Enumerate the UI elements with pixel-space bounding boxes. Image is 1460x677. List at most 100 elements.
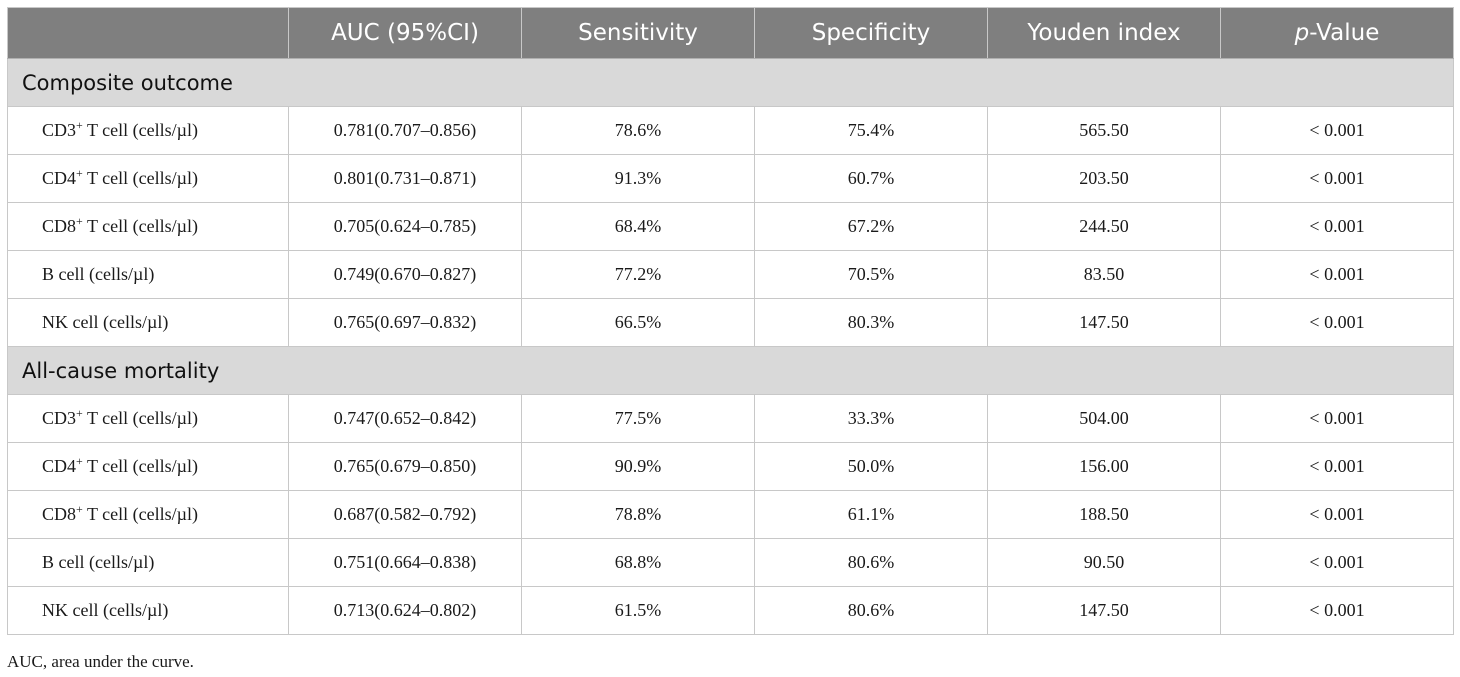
row-label-main: CD8 — [42, 216, 77, 236]
header-label-column — [7, 7, 289, 59]
cell-p-value: < 0.001 — [1220, 106, 1454, 155]
cell-p-value: < 0.001 — [1220, 394, 1454, 443]
row-label: B cell (cells/µl) — [7, 538, 289, 587]
table-row: B cell (cells/µl) 0.749(0.670–0.827) 77.2%… — [7, 250, 1454, 299]
row-label-main: CD4 — [42, 168, 77, 188]
cell-youden-index: 147.50 — [987, 298, 1221, 347]
row-label: CD8+ T cell (cells/µl) — [7, 490, 289, 539]
cell-sensitivity: 90.9% — [521, 442, 755, 491]
cell-youden-index: 203.50 — [987, 154, 1221, 203]
header-p-italic: p — [1294, 20, 1310, 46]
cell-p-value: < 0.001 — [1220, 586, 1454, 635]
cell-auc: 0.765(0.697–0.832) — [288, 298, 522, 347]
table-row: CD8+ T cell (cells/µl) 0.687(0.582–0.792)… — [7, 490, 1454, 539]
cell-p-value: < 0.001 — [1220, 442, 1454, 491]
cell-auc: 0.747(0.652–0.842) — [288, 394, 522, 443]
row-label-main: B cell (cells/µl) — [42, 552, 155, 572]
table-row: NK cell (cells/µl) 0.713(0.624–0.802) 61.5… — [7, 586, 1454, 635]
row-label-suffix: T cell (cells/µl) — [82, 456, 198, 476]
row-label-main: CD3 — [42, 120, 77, 140]
table-body: Composite outcome CD3+ T cell (cells/µl) 0… — [7, 58, 1454, 635]
table-row: B cell (cells/µl) 0.751(0.664–0.838) 68.8%… — [7, 538, 1454, 587]
cell-sensitivity: 68.4% — [521, 202, 755, 251]
cell-sensitivity: 78.8% — [521, 490, 755, 539]
cell-specificity: 33.3% — [754, 394, 988, 443]
row-label-superscript: + — [76, 406, 83, 420]
section-row: All-cause mortality — [7, 346, 1454, 395]
cell-p-value: < 0.001 — [1220, 202, 1454, 251]
cell-youden-index: 156.00 — [987, 442, 1221, 491]
cell-sensitivity: 91.3% — [521, 154, 755, 203]
cell-p-value: < 0.001 — [1220, 154, 1454, 203]
cell-youden-index: 565.50 — [987, 106, 1221, 155]
cell-p-value: < 0.001 — [1220, 250, 1454, 299]
cell-specificity: 67.2% — [754, 202, 988, 251]
cell-p-value: < 0.001 — [1220, 490, 1454, 539]
table-row: CD3+ T cell (cells/µl) 0.747(0.652–0.842)… — [7, 394, 1454, 443]
cell-auc: 0.751(0.664–0.838) — [288, 538, 522, 587]
results-table: AUC (95%CI) Sensitivity Specificity Youd… — [7, 7, 1454, 635]
table-row: CD8+ T cell (cells/µl) 0.705(0.624–0.785)… — [7, 202, 1454, 251]
header-specificity: Specificity — [754, 7, 988, 59]
row-label-suffix: T cell (cells/µl) — [82, 168, 198, 188]
cell-p-value: < 0.001 — [1220, 538, 1454, 587]
cell-auc: 0.801(0.731–0.871) — [288, 154, 522, 203]
cell-auc: 0.765(0.679–0.850) — [288, 442, 522, 491]
header-auc: AUC (95%CI) — [288, 7, 522, 59]
header-youden-index: Youden index — [987, 7, 1221, 59]
row-label: NK cell (cells/µl) — [7, 586, 289, 635]
table-row: NK cell (cells/µl) 0.765(0.697–0.832) 66.5… — [7, 298, 1454, 347]
cell-specificity: 70.5% — [754, 250, 988, 299]
cell-specificity: 75.4% — [754, 106, 988, 155]
row-label-superscript: + — [76, 214, 83, 228]
row-label: CD3+ T cell (cells/µl) — [7, 106, 289, 155]
cell-youden-index: 83.50 — [987, 250, 1221, 299]
cell-sensitivity: 68.8% — [521, 538, 755, 587]
table-row: CD4+ T cell (cells/µl) 0.765(0.679–0.850)… — [7, 442, 1454, 491]
table-footnote: AUC, area under the curve. — [7, 652, 194, 671]
row-label-main: B cell (cells/µl) — [42, 264, 155, 284]
cell-youden-index: 244.50 — [987, 202, 1221, 251]
cell-auc: 0.781(0.707–0.856) — [288, 106, 522, 155]
cell-sensitivity: 66.5% — [521, 298, 755, 347]
cell-specificity: 80.6% — [754, 538, 988, 587]
header-p-suffix: -Value — [1309, 20, 1380, 46]
cell-specificity: 60.7% — [754, 154, 988, 203]
cell-youden-index: 147.50 — [987, 586, 1221, 635]
table-row: CD4+ T cell (cells/µl) 0.801(0.731–0.871)… — [7, 154, 1454, 203]
section-title: All-cause mortality — [7, 346, 1454, 395]
row-label-main: NK cell (cells/µl) — [42, 600, 169, 620]
row-label-suffix: T cell (cells/µl) — [82, 120, 198, 140]
table-row: CD3+ T cell (cells/µl) 0.781(0.707–0.856)… — [7, 106, 1454, 155]
cell-sensitivity: 61.5% — [521, 586, 755, 635]
row-label-superscript: + — [76, 454, 83, 468]
section-title: Composite outcome — [7, 58, 1454, 107]
row-label-superscript: + — [76, 502, 83, 516]
header-p-value: p-Value — [1220, 7, 1454, 59]
row-label-suffix: T cell (cells/µl) — [82, 408, 198, 428]
cell-sensitivity: 77.2% — [521, 250, 755, 299]
row-label-superscript: + — [76, 166, 83, 180]
header-sensitivity: Sensitivity — [521, 7, 755, 59]
row-label: CD3+ T cell (cells/µl) — [7, 394, 289, 443]
row-label: NK cell (cells/µl) — [7, 298, 289, 347]
row-label-suffix: T cell (cells/µl) — [82, 504, 198, 524]
cell-youden-index: 504.00 — [987, 394, 1221, 443]
cell-sensitivity: 77.5% — [521, 394, 755, 443]
section-row: Composite outcome — [7, 58, 1454, 107]
cell-specificity: 80.3% — [754, 298, 988, 347]
row-label: CD8+ T cell (cells/µl) — [7, 202, 289, 251]
row-label: CD4+ T cell (cells/µl) — [7, 442, 289, 491]
row-label-suffix: T cell (cells/µl) — [82, 216, 198, 236]
cell-specificity: 61.1% — [754, 490, 988, 539]
header-row: AUC (95%CI) Sensitivity Specificity Youd… — [7, 7, 1454, 59]
cell-youden-index: 90.50 — [987, 538, 1221, 587]
cell-youden-index: 188.50 — [987, 490, 1221, 539]
cell-p-value: < 0.001 — [1220, 298, 1454, 347]
cell-specificity: 50.0% — [754, 442, 988, 491]
cell-auc: 0.713(0.624–0.802) — [288, 586, 522, 635]
cell-auc: 0.687(0.582–0.792) — [288, 490, 522, 539]
cell-auc: 0.749(0.670–0.827) — [288, 250, 522, 299]
row-label-superscript: + — [76, 118, 83, 132]
row-label-main: CD4 — [42, 456, 77, 476]
